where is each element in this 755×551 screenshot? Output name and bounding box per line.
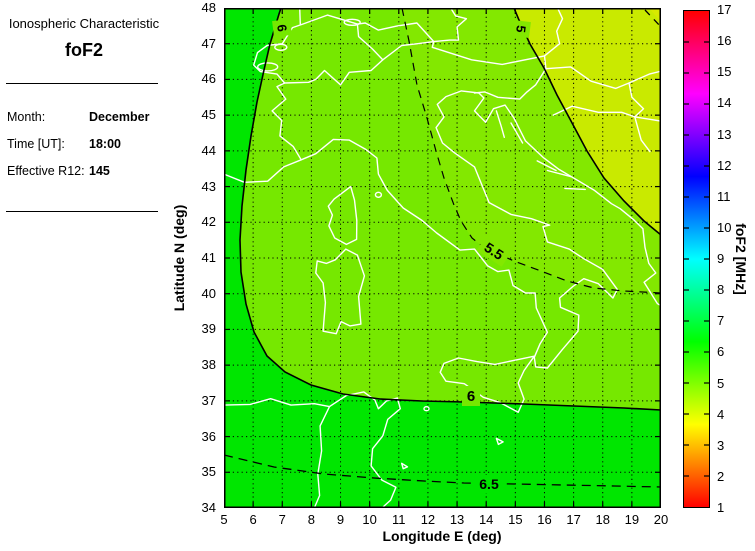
characteristic-name: foF2 bbox=[65, 40, 103, 60]
band-45-5 bbox=[514, 8, 661, 235]
colorbar-tick-label: 3 bbox=[717, 437, 725, 453]
colorbar-tick-label: 5 bbox=[717, 375, 725, 391]
field-label: Month: bbox=[7, 110, 46, 124]
x-tick-label: 10 bbox=[362, 512, 377, 527]
colorbar-tick-label: 12 bbox=[717, 157, 732, 173]
colorbar bbox=[683, 10, 710, 508]
colorbar-ticks bbox=[684, 41, 709, 477]
svg-text:6: 6 bbox=[467, 388, 475, 405]
contour-5-5-dashed bbox=[401, 8, 661, 294]
field-row-month: Month: December bbox=[7, 110, 197, 124]
x-tick-label: 15 bbox=[508, 512, 523, 527]
contour-label-6-top: 6 bbox=[272, 18, 292, 38]
x-tick-label: 14 bbox=[478, 512, 494, 527]
colorbar-tick-label: 10 bbox=[717, 219, 732, 235]
colorbar-tick-label: 9 bbox=[717, 251, 725, 266]
coastlines-group bbox=[224, 8, 661, 508]
contour-label-6-5: 6.5 bbox=[474, 475, 504, 493]
y-tick-label: 35 bbox=[201, 464, 216, 480]
map-plot: 6 5 5.5 6 6.5 bbox=[224, 8, 661, 508]
y-tick-label: 41 bbox=[201, 250, 216, 265]
separator-line-top bbox=[6, 83, 158, 84]
colorbar-tick-label: 16 bbox=[717, 33, 732, 49]
x-tick-label: 11 bbox=[392, 512, 406, 527]
y-tick-label: 45 bbox=[201, 107, 216, 123]
x-tick-label: 8 bbox=[307, 512, 315, 527]
x-tick-label: 7 bbox=[278, 512, 286, 527]
svg-text:5: 5 bbox=[513, 24, 529, 33]
x-tick-label: 17 bbox=[566, 512, 581, 527]
separator-line-bottom bbox=[6, 211, 158, 212]
y-tick-label: 43 bbox=[201, 178, 216, 194]
colorbar-tick-label: 1 bbox=[717, 500, 725, 515]
colorbar-tick-label: 15 bbox=[717, 64, 732, 80]
svg-text:6: 6 bbox=[274, 23, 290, 32]
y-tick-label: 47 bbox=[201, 35, 216, 51]
x-tick-label: 16 bbox=[537, 512, 552, 527]
field-row-time: Time [UT]: 18:00 bbox=[7, 137, 197, 151]
field-row-r12: Effective R12: 145 bbox=[7, 164, 197, 178]
colorbar-tick-label: 8 bbox=[717, 282, 725, 298]
y-tick-label: 39 bbox=[201, 321, 216, 337]
colorbar-tick-label: 4 bbox=[717, 406, 725, 422]
x-tick-label: 12 bbox=[420, 512, 436, 527]
y-tick-label: 48 bbox=[201, 0, 216, 15]
field-value: 145 bbox=[89, 164, 110, 178]
y-tick-label: 37 bbox=[201, 392, 216, 408]
contour-6-5-dashed bbox=[224, 454, 661, 488]
x-tick-label: 20 bbox=[653, 512, 669, 527]
colorbar-tick-label: 6 bbox=[717, 344, 725, 360]
y-tick-label: 46 bbox=[201, 71, 216, 87]
x-axis-title: Longitude E (deg) bbox=[382, 528, 502, 544]
y-tick-label: 38 bbox=[201, 357, 216, 373]
field-label: Time [UT]: bbox=[7, 137, 65, 151]
y-tick-label: 42 bbox=[201, 214, 216, 230]
band-4-45 bbox=[649, 8, 661, 22]
colorbar-tick-label: 2 bbox=[717, 468, 725, 484]
colorbar-tick-label: 11 bbox=[717, 188, 731, 204]
x-tick-label: 9 bbox=[336, 512, 345, 527]
contour-6-solid bbox=[239, 8, 661, 411]
band-55-6 bbox=[240, 8, 661, 410]
field-label: Effective R12: bbox=[7, 164, 85, 178]
contour-label-6-bottom: 6 bbox=[462, 386, 480, 406]
colorbar-tick-label: 14 bbox=[717, 95, 732, 111]
y-tick-label: 34 bbox=[201, 500, 216, 515]
x-tick-label: 6 bbox=[249, 512, 257, 527]
contour-label-5-top: 5 bbox=[511, 19, 531, 39]
band-6-plus bbox=[224, 8, 661, 508]
x-tick-label: 13 bbox=[449, 512, 465, 527]
colorbar-tick-label: 13 bbox=[717, 126, 732, 142]
field-value: December bbox=[89, 110, 150, 124]
svg-text:6.5: 6.5 bbox=[479, 476, 499, 492]
y-tick-label: 44 bbox=[201, 142, 216, 158]
panel-title: Ionospheric Characteristic bbox=[8, 16, 160, 31]
x-tick-label: 5 bbox=[220, 512, 228, 527]
colorbar-tick-label: 7 bbox=[717, 313, 725, 329]
plot-border bbox=[224, 8, 661, 508]
x-tick-label: 19 bbox=[624, 512, 640, 527]
x-tick-label: 18 bbox=[595, 512, 610, 527]
y-tick-label: 40 bbox=[201, 285, 216, 301]
contour-4-5-dashed bbox=[644, 9, 661, 28]
field-value: 18:00 bbox=[89, 137, 121, 151]
colorbar-tick-label: 17 bbox=[717, 2, 732, 17]
y-tick-label: 36 bbox=[201, 428, 216, 444]
